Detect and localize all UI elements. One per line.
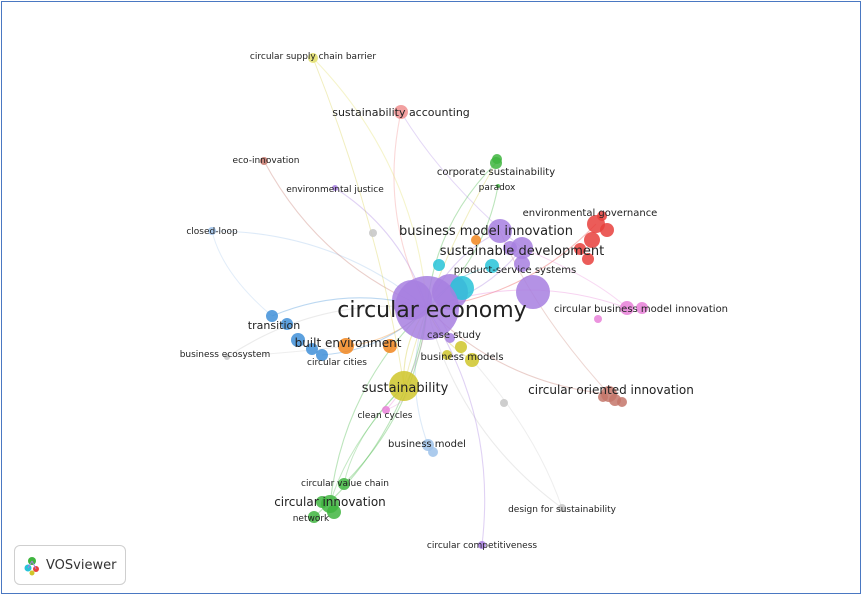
label-layer: circular economy sustainability business m… — [180, 52, 728, 551]
edge-circular-supply-chain-barrier — [312, 57, 428, 309]
node-case-study[interactable] — [445, 333, 455, 343]
edge-corporate-sustainability-sustainability — [403, 162, 497, 387]
label-paradox[interactable]: paradox — [479, 183, 516, 193]
label-network[interactable]: network — [293, 514, 330, 524]
label-circular-value-chain[interactable]: circular value chain — [301, 479, 389, 489]
cluster-bubble — [433, 259, 445, 271]
cluster-bubble — [582, 253, 594, 265]
label-product-service-systems[interactable]: product-service systems — [454, 265, 576, 276]
label-circular-supply-chain-barrier[interactable]: circular supply chain barrier — [250, 52, 376, 62]
edge-transition-closed-loop — [211, 230, 273, 317]
label-closed-loop[interactable]: closed-loop — [186, 227, 238, 237]
node-transition[interactable] — [266, 310, 278, 322]
node-closed-loop[interactable] — [208, 227, 216, 235]
node-circular-value-chain[interactable] — [338, 478, 350, 490]
node-environmental-justice[interactable] — [332, 185, 338, 191]
label-eco-innovation[interactable]: eco-innovation — [233, 156, 300, 166]
edge-business-models-design-for-sustainability — [471, 359, 563, 509]
label-business-models[interactable]: business models — [420, 352, 503, 363]
label-circular-competitiveness[interactable]: circular competitiveness — [427, 541, 538, 551]
node-circular-oriented-innovation[interactable] — [601, 386, 617, 402]
node-business-ecosystem[interactable] — [224, 354, 230, 360]
node-business-models[interactable] — [465, 353, 479, 367]
edge-sustainability-circular-value-chain — [343, 385, 405, 485]
label-design-for-sustainability[interactable]: design for sustainability — [508, 505, 617, 515]
cluster-bubble — [455, 341, 467, 353]
node-circular-business-model-innovation[interactable] — [620, 301, 634, 315]
node-corporate-sustainability[interactable] — [490, 157, 502, 169]
cluster-bubble — [369, 229, 377, 237]
node-clean-cycles[interactable] — [382, 406, 390, 414]
cluster-bubble — [383, 339, 397, 353]
cluster-bubble — [594, 315, 602, 323]
cluster-bubble — [617, 397, 627, 407]
cluster-bubble — [636, 302, 648, 314]
cluster-bubble — [574, 243, 586, 255]
node-circular-economy[interactable] — [395, 276, 459, 340]
edge-sustainability-circular-innovation — [329, 385, 405, 505]
node-sustainability[interactable] — [389, 371, 419, 401]
label-transition[interactable]: transition — [248, 319, 300, 332]
label-clean-cycles[interactable]: clean cycles — [357, 411, 412, 421]
cluster-bubble — [471, 235, 481, 245]
label-business-model[interactable]: business model — [388, 439, 466, 450]
label-circular-economy[interactable]: circular economy — [337, 298, 526, 323]
label-circular-innovation[interactable]: circular innovation — [274, 495, 386, 509]
node-sustainability-accounting[interactable] — [394, 105, 408, 119]
label-sustainability[interactable]: sustainability — [362, 381, 449, 396]
cluster-bubble — [514, 256, 530, 272]
label-sustainability-accounting[interactable]: sustainability accounting — [332, 106, 470, 119]
label-circular-business-model-innovation[interactable]: circular business model innovation — [554, 304, 728, 315]
cluster-bubble — [291, 333, 305, 347]
node-paradox[interactable] — [496, 184, 500, 188]
node-environmental-governance[interactable] — [587, 215, 605, 233]
node-circular-supply-chain-barrier[interactable] — [308, 53, 318, 63]
cluster-bubble — [281, 318, 293, 330]
label-built-environment[interactable]: built environment — [295, 336, 402, 350]
node-circular-competitiveness[interactable] — [478, 541, 486, 549]
cluster-bubble — [442, 350, 452, 360]
vosviewer-label: VOSviewer — [46, 557, 117, 573]
cluster-bubble — [306, 343, 318, 355]
label-environmental-justice[interactable]: environmental justice — [286, 185, 384, 195]
vosviewer-badge[interactable]: VOSviewer — [14, 545, 126, 585]
cluster-bubble — [584, 232, 600, 248]
label-sustainable-development[interactable]: sustainable development — [440, 244, 604, 259]
label-environmental-governance[interactable]: environmental governance — [523, 208, 658, 219]
label-business-model-innovation[interactable]: business model innovation — [399, 224, 573, 239]
node-built-environment[interactable] — [338, 338, 354, 354]
label-corporate-sustainability[interactable]: corporate sustainability — [437, 167, 555, 178]
node-sustainable-development[interactable] — [511, 237, 533, 259]
label-case-study[interactable]: case study — [427, 330, 481, 341]
cluster-bubble — [450, 276, 474, 300]
cluster-bubble — [500, 399, 508, 407]
edge-circular-supply-chain-barrier-sustainability — [312, 57, 405, 387]
node-network[interactable] — [308, 511, 320, 523]
node-circular-cities[interactable] — [316, 349, 328, 361]
node-circular-innovation[interactable] — [321, 495, 339, 513]
cluster-bubble — [516, 275, 550, 309]
node-layer — [208, 53, 648, 549]
label-business-ecosystem[interactable]: business ecosystem — [180, 350, 271, 360]
node-business-model-innovation[interactable] — [488, 219, 512, 243]
node-product-service-systems[interactable] — [485, 259, 499, 273]
node-business-model[interactable] — [422, 439, 434, 451]
node-design-for-sustainability[interactable] — [558, 504, 566, 512]
label-circular-oriented-innovation[interactable]: circular oriented innovation — [528, 383, 694, 397]
label-circular-cities[interactable]: circular cities — [307, 358, 367, 368]
edge-sustainable-development-circular-business-model-innovation — [521, 247, 628, 309]
edge-built-environment-business-ecosystem — [226, 345, 347, 358]
vosviewer-logo-icon — [24, 557, 39, 576]
node-eco-innovation[interactable] — [260, 157, 268, 165]
edge-circular-competitiveness — [426, 307, 486, 546]
